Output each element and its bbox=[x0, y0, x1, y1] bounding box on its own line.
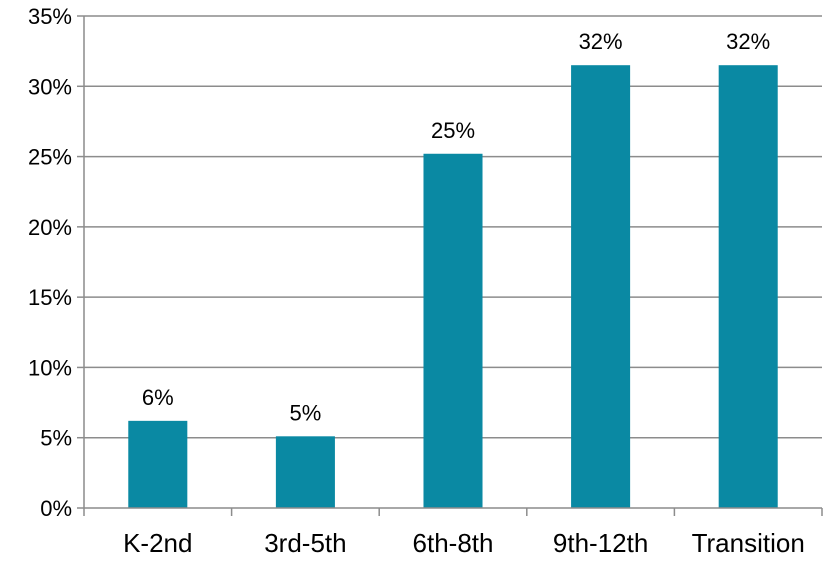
data-label: 5% bbox=[290, 400, 322, 425]
bar-9th-12th bbox=[571, 65, 631, 508]
x-axis-category-labels: K-2nd 3rd-5th 6th-8th 9th-12th Transition bbox=[123, 528, 805, 558]
y-tick-label: 5% bbox=[40, 426, 72, 451]
category-label: K-2nd bbox=[123, 528, 192, 558]
category-label: Transition bbox=[692, 528, 805, 558]
bar-6th-8th bbox=[423, 153, 483, 508]
y-tick-label: 0% bbox=[40, 496, 72, 521]
bar-3rd-5th bbox=[275, 436, 335, 508]
y-tick-label: 30% bbox=[28, 74, 72, 99]
data-label: 32% bbox=[726, 29, 770, 54]
category-label: 6th-8th bbox=[413, 528, 494, 558]
bar-transition bbox=[718, 65, 778, 508]
category-label: 3rd-5th bbox=[264, 528, 346, 558]
data-labels: 6% 5% 25% 32% 32% bbox=[142, 29, 770, 425]
data-label: 6% bbox=[142, 385, 174, 410]
y-tick-label: 15% bbox=[28, 285, 72, 310]
bars bbox=[128, 65, 778, 508]
bar-k-2nd bbox=[128, 420, 188, 508]
data-label: 25% bbox=[431, 118, 475, 143]
y-tick-label: 10% bbox=[28, 355, 72, 380]
data-label: 32% bbox=[579, 29, 623, 54]
axes bbox=[77, 15, 823, 516]
y-tick-label: 35% bbox=[28, 4, 72, 29]
y-axis-tick-labels: 0% 5% 10% 15% 20% 25% 30% 35% bbox=[28, 4, 72, 521]
y-tick-label: 25% bbox=[28, 145, 72, 170]
y-tick-label: 20% bbox=[28, 215, 72, 240]
category-label: 9th-12th bbox=[553, 528, 648, 558]
